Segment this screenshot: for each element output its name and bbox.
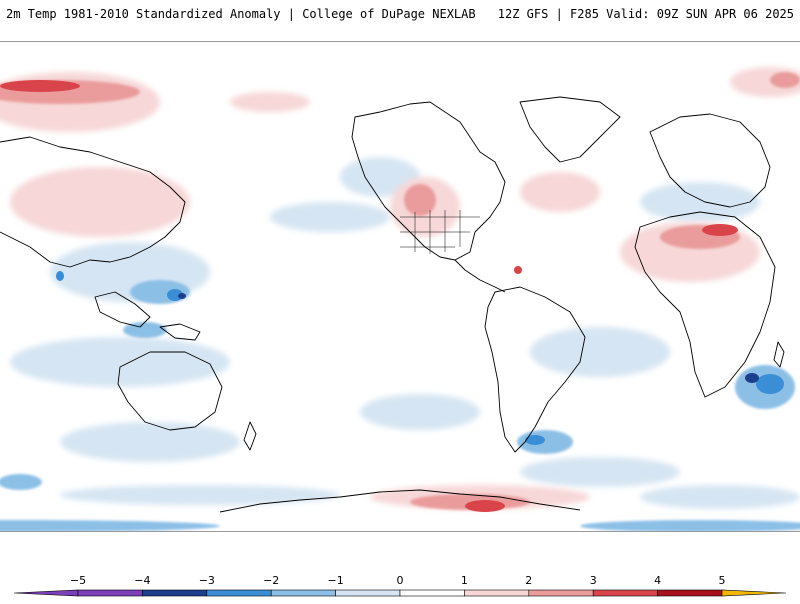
strong-negative-anomaly [56, 271, 784, 445]
colorbar-tick-label: −3 [198, 574, 215, 587]
coastlines [0, 96, 785, 513]
anomaly-map [0, 41, 800, 532]
colorbar-segment [142, 589, 208, 597]
colorbar-tick-label: 4 [654, 574, 662, 587]
colorbar-segment [206, 589, 272, 597]
colorbar-segment [528, 589, 594, 597]
colorbar-segment [657, 589, 723, 597]
colorbar-tick-label: 5 [718, 574, 726, 587]
colorbar-tick-label: 1 [460, 574, 468, 587]
colorbar-tick-label: 3 [589, 574, 597, 587]
us-state-borders [400, 210, 480, 254]
colorbar-segment [77, 589, 143, 597]
colorbar-segment [464, 589, 530, 597]
colorbar-high-arrow [721, 589, 787, 597]
colorbar-segment [399, 589, 465, 597]
colorbar-segment [270, 589, 336, 597]
colorbar-tick-label: 0 [396, 574, 404, 587]
colorbar-tick-label: 2 [525, 574, 533, 587]
extreme-negative-anomaly [178, 293, 759, 383]
strong-positive-anomaly [0, 80, 738, 512]
colorbar-tick-label: −2 [263, 574, 280, 587]
colorbar-low-arrow [13, 589, 79, 597]
colorbar-tick-label: −5 [69, 574, 87, 587]
colorbar-segment [592, 589, 658, 597]
colorbar-tick-label: −4 [134, 574, 151, 587]
model-valid-time: 12Z GFS | F285 Valid: 09Z SUN APR 06 202… [497, 7, 794, 21]
colorbar-segment [335, 589, 401, 597]
anomaly-colorbar [0, 570, 800, 600]
map-title: 2m Temp 1981-2010 Standardized Anomaly |… [6, 7, 476, 21]
colorbar-tick-label: −1 [327, 574, 344, 587]
